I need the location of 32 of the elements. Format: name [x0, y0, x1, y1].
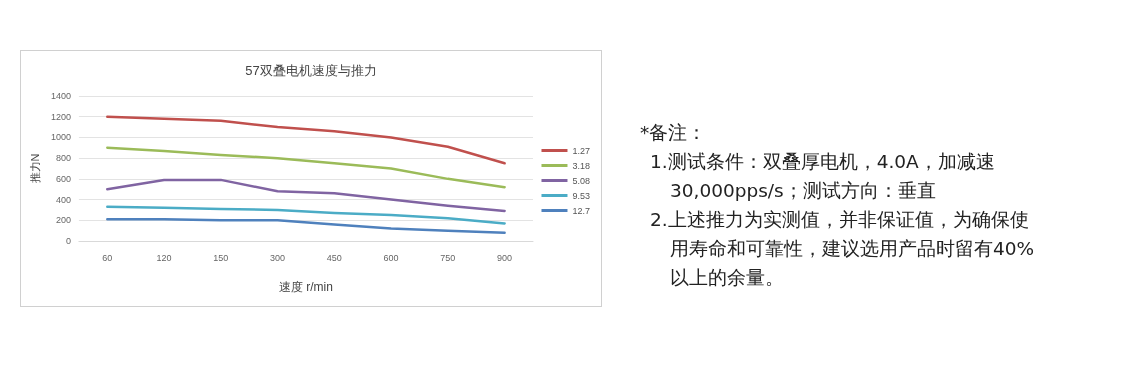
x-tick-label: 750 [440, 252, 456, 263]
line-series [106, 205, 506, 225]
line-series [106, 115, 506, 165]
line-series [106, 218, 506, 234]
legend-label: 12.7 [572, 205, 591, 216]
line-series [106, 146, 506, 189]
x-tick-label: 450 [326, 252, 342, 263]
y-tick-label: 1400 [50, 91, 71, 101]
x-axis-title: 速度 r/min [278, 280, 333, 294]
text: *备注： [640, 121, 708, 145]
y-tick-label: 400 [55, 194, 71, 205]
text: 2.上述推力为实测值，并非保证值，为确保使用寿命和可靠性，建议选用产品时留有40%以上的余量。 [649, 208, 1036, 290]
x-tick-label: 60 [102, 252, 113, 263]
y-tick-label: 1000 [50, 132, 71, 143]
legend-label: 9.53 [572, 190, 591, 201]
legend-label: 1.27 [572, 145, 591, 156]
y-tick-label: 600 [55, 173, 71, 184]
y-axis-title: 推力N [28, 153, 41, 184]
line-series [106, 178, 506, 213]
y-tick-label: 0 [65, 236, 71, 246]
x-tick-label: 150 [213, 252, 229, 263]
text: 1.测试条件：双叠厚电机，4.0A，加减速 30,000pps/s；测试方向：垂直 [649, 150, 996, 203]
chart-title: 57双叠电机速度与推力 [245, 63, 377, 78]
y-tick-label: 200 [55, 215, 71, 226]
x-tick-label: 900 [497, 252, 513, 263]
legend-label: 5.08 [572, 175, 591, 186]
y-tick-label: 1200 [50, 111, 71, 122]
x-tick-label: 300 [270, 252, 286, 263]
legend-label: 3.18 [572, 160, 591, 171]
y-tick-label: 800 [55, 153, 71, 164]
x-tick-label: 600 [383, 252, 399, 263]
x-tick-label: 120 [156, 252, 172, 263]
